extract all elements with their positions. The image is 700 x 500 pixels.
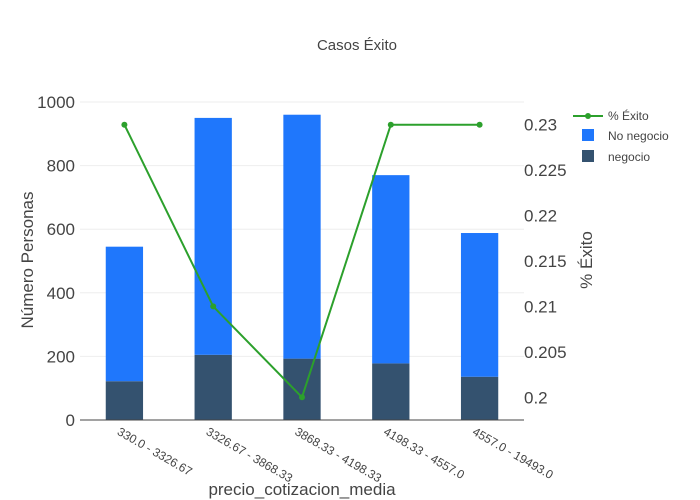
bar-no-negocio[interactable]	[460, 233, 499, 377]
legend-swatch-negocio	[582, 150, 594, 162]
legend-label-negocio: negocio	[608, 150, 650, 164]
bar-negocio[interactable]	[194, 354, 232, 420]
y-tick-label: 1000	[37, 93, 75, 112]
line-point[interactable]	[210, 303, 217, 310]
x-tick-label: 4198.33 - 4557.0	[381, 424, 467, 482]
legend-swatch-no-negocio	[582, 129, 594, 141]
line-point[interactable]	[476, 121, 483, 128]
legend-item-no-negocio[interactable]: No negocio	[582, 129, 669, 143]
x-axis-title: precio_cotizacion_media	[208, 480, 396, 499]
y2-tick-label: 0.225	[524, 161, 567, 180]
bar-negocio[interactable]	[460, 376, 499, 420]
bar-negocio[interactable]	[105, 381, 144, 420]
bar-no-negocio[interactable]	[283, 114, 321, 359]
y-tick-label: 400	[47, 284, 75, 303]
legend-label-pct-exito: % Éxito	[608, 108, 649, 123]
y2-tick-label: 0.2	[524, 388, 548, 407]
bar-no-negocio[interactable]	[194, 117, 232, 355]
y2-axis-title: % Éxito	[577, 231, 596, 289]
x-tick-label: 3326.67 - 3868.33	[204, 424, 296, 485]
y2-tick-label: 0.215	[524, 252, 567, 271]
y-tick-label: 800	[47, 157, 75, 176]
bar-no-negocio[interactable]	[372, 175, 410, 364]
y2-tick-label: 0.23	[524, 116, 557, 135]
bar-negocio[interactable]	[372, 363, 410, 420]
line-series	[121, 121, 483, 401]
line-point[interactable]	[121, 121, 128, 128]
legend[interactable]: % Éxito No negocio negocio	[573, 108, 669, 164]
x-tick-label: 4557.0 - 19493.0	[470, 424, 556, 482]
legend-marker	[585, 113, 591, 119]
y2-tick-label: 0.22	[524, 207, 557, 226]
y-tick-label: 600	[47, 220, 75, 239]
y-axis-title: Número Personas	[18, 191, 37, 328]
bars	[105, 114, 499, 420]
bar-negocio[interactable]	[283, 358, 321, 420]
y2-tick-label: 0.205	[524, 343, 567, 362]
y-tick-label: 0	[66, 411, 75, 430]
x-tick-label: 3868.33 - 4198.33	[293, 424, 385, 485]
legend-label-no-negocio: No negocio	[608, 129, 669, 143]
chart-title: Casos Éxito	[317, 37, 397, 54]
x-tick-label: 330.0 - 3326.67	[115, 424, 195, 478]
bar-no-negocio[interactable]	[105, 246, 144, 382]
y2-tick-label: 0.21	[524, 297, 557, 316]
legend-item-negocio[interactable]: negocio	[582, 150, 650, 164]
line-point[interactable]	[299, 394, 305, 401]
y-tick-label: 200	[47, 347, 75, 366]
legend-item-pct-exito[interactable]: % Éxito	[573, 108, 649, 123]
line-point[interactable]	[387, 121, 394, 128]
